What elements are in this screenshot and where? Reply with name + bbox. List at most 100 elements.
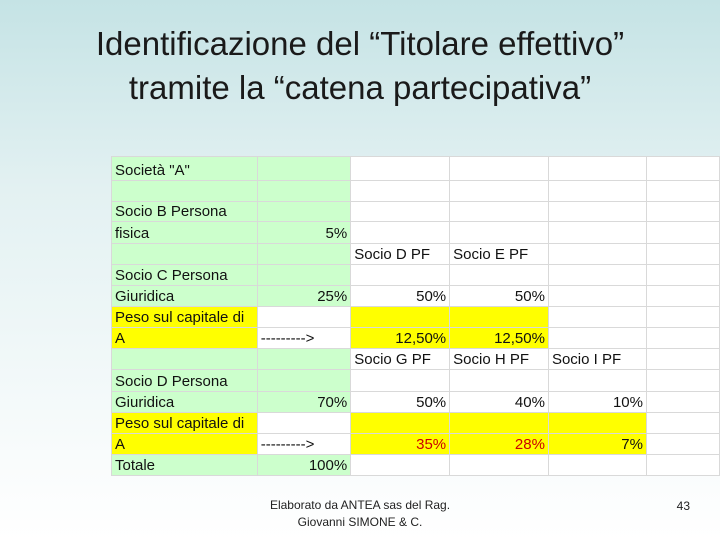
cell — [547, 156, 647, 181]
cell — [547, 454, 647, 476]
cell — [547, 369, 647, 392]
cell-socio-c-e-pct: 50% — [449, 285, 549, 307]
sheet-row-socio-b-1: Socio B Persona — [111, 201, 720, 222]
cell-socio-b-label-2: fisica — [111, 221, 258, 244]
slide-title: Identificazione del “Titolare effettivo”… — [0, 22, 720, 110]
page-number: 43 — [676, 499, 690, 513]
cell — [350, 306, 451, 328]
cell — [645, 391, 720, 413]
cell — [449, 201, 549, 222]
sheet-row-peso-2a: Peso sul capitale di — [111, 412, 720, 434]
cell-socio-d-label-2: Giuridica — [111, 391, 258, 413]
sheet-row-headers-ghi: Socio G PF Socio H PF Socio I PF — [111, 348, 720, 370]
cell — [256, 243, 352, 265]
cell-socio-d-label-1: Socio D Persona — [111, 369, 258, 392]
sheet-row-peso-1a: Peso sul capitale di — [111, 306, 720, 328]
cell — [645, 348, 720, 370]
cell — [449, 306, 549, 328]
sheet-row-socio-c-1: Socio C Persona — [111, 264, 720, 286]
sheet-row-headers-de: Socio D PF Socio E PF — [111, 243, 720, 265]
cell-socio-d-g-pct: 50% — [350, 391, 451, 413]
cell — [645, 306, 720, 328]
cell — [449, 156, 549, 181]
cell-peso-2-label-2: A — [111, 433, 258, 455]
cell — [256, 201, 352, 222]
ownership-chain-spreadsheet: Società "A" Socio B Persona fisica 5% — [111, 156, 720, 476]
cell-header-socio-i: Socio I PF — [547, 348, 647, 370]
sheet-row-socio-d-1: Socio D Persona — [111, 369, 720, 392]
cell — [256, 412, 352, 434]
cell — [645, 285, 720, 307]
cell-header-socio-h: Socio H PF — [449, 348, 549, 370]
sheet-row-peso-1b: A ---------> 12,50% 12,50% — [111, 327, 720, 349]
cell-socio-d-i-pct: 10% — [547, 391, 647, 413]
cell — [645, 369, 720, 392]
cell — [645, 264, 720, 286]
cell — [547, 306, 647, 328]
sheet-row-total: Totale 100% — [111, 454, 720, 476]
cell — [547, 412, 647, 434]
cell — [350, 201, 451, 222]
cell — [645, 180, 720, 202]
cell — [350, 369, 451, 392]
cell — [256, 369, 352, 392]
cell — [449, 454, 549, 476]
cell — [350, 180, 451, 202]
cell-peso-1-e: 12,50% — [449, 327, 549, 349]
cell-socio-c-label-1: Socio C Persona — [111, 264, 258, 286]
cell — [111, 243, 258, 265]
sheet-row-socio-b-2: fisica 5% — [111, 221, 720, 244]
cell — [645, 454, 720, 476]
cell — [547, 221, 647, 244]
slide-footer: Elaborato da ANTEA sas del Rag. Giovanni… — [230, 497, 490, 531]
sheet-row-blank — [111, 180, 720, 202]
cell-total-label: Totale — [111, 454, 258, 476]
cell-peso-2-h: 28% — [449, 433, 549, 455]
cell — [350, 454, 451, 476]
cell — [111, 180, 258, 202]
cell — [449, 369, 549, 392]
sheet-row-company: Società "A" — [111, 156, 720, 181]
cell — [350, 264, 451, 286]
cell — [449, 412, 549, 434]
cell — [256, 306, 352, 328]
cell-header-socio-g: Socio G PF — [350, 348, 451, 370]
cell — [645, 221, 720, 244]
footer-line-1: Elaborato da ANTEA sas del Rag. — [269, 498, 451, 512]
cell — [547, 243, 647, 265]
cell — [449, 221, 549, 244]
cell — [547, 201, 647, 222]
cell-header-socio-e: Socio E PF — [449, 243, 549, 265]
cell-socio-b-pct: 5% — [256, 221, 352, 244]
cell — [256, 348, 352, 370]
cell — [111, 348, 258, 370]
cell-peso-1-d: 12,50% — [350, 327, 451, 349]
cell — [645, 243, 720, 265]
cell-total-pct: 100% — [256, 454, 352, 476]
cell — [645, 201, 720, 222]
cell-socio-d-h-pct: 40% — [449, 391, 549, 413]
cell — [645, 433, 720, 455]
cell — [449, 180, 549, 202]
cell — [547, 180, 647, 202]
cell — [350, 221, 451, 244]
cell-peso-2-g: 35% — [350, 433, 451, 455]
cell-socio-c-pct: 25% — [256, 285, 352, 307]
cell-socio-d-pct: 70% — [256, 391, 352, 413]
cell — [350, 412, 451, 434]
cell — [547, 285, 647, 307]
footer-line-2: Giovanni SIMONE & C. — [297, 515, 423, 529]
cell-peso-1-label-1: Peso sul capitale di — [111, 306, 258, 328]
cell-socio-c-label-2: Giuridica — [111, 285, 258, 307]
cell — [350, 156, 451, 181]
cell — [256, 180, 352, 202]
cell-company-label: Società "A" — [111, 156, 258, 181]
cell — [645, 412, 720, 434]
cell-header-socio-d: Socio D PF — [350, 243, 451, 265]
slide-title-line-2: tramite la “catena partecipativa” — [128, 69, 592, 106]
cell-arrow-2: ---------> — [256, 433, 352, 455]
sheet-row-socio-c-2: Giuridica 25% 50% 50% — [111, 285, 720, 307]
sheet-row-socio-d-2: Giuridica 70% 50% 40% 10% — [111, 391, 720, 413]
cell-arrow-1: ---------> — [256, 327, 352, 349]
cell — [547, 327, 647, 349]
